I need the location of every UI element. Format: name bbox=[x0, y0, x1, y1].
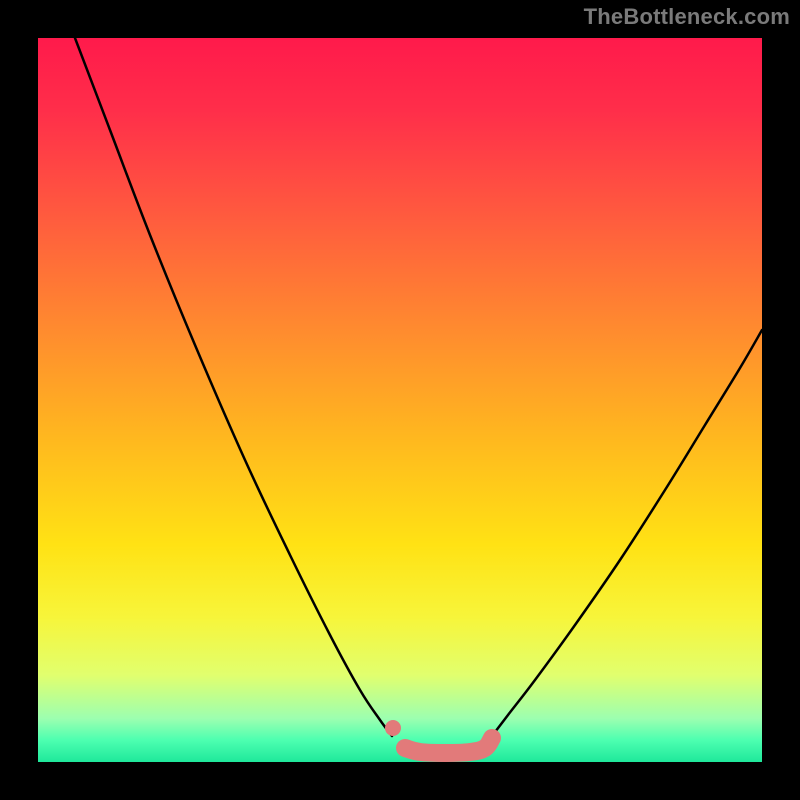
plot-background bbox=[38, 38, 762, 762]
highlight-dot bbox=[385, 720, 401, 736]
chart-frame: TheBottleneck.com bbox=[0, 0, 800, 800]
watermark-text: TheBottleneck.com bbox=[584, 4, 790, 30]
bottleneck-chart bbox=[0, 0, 800, 800]
